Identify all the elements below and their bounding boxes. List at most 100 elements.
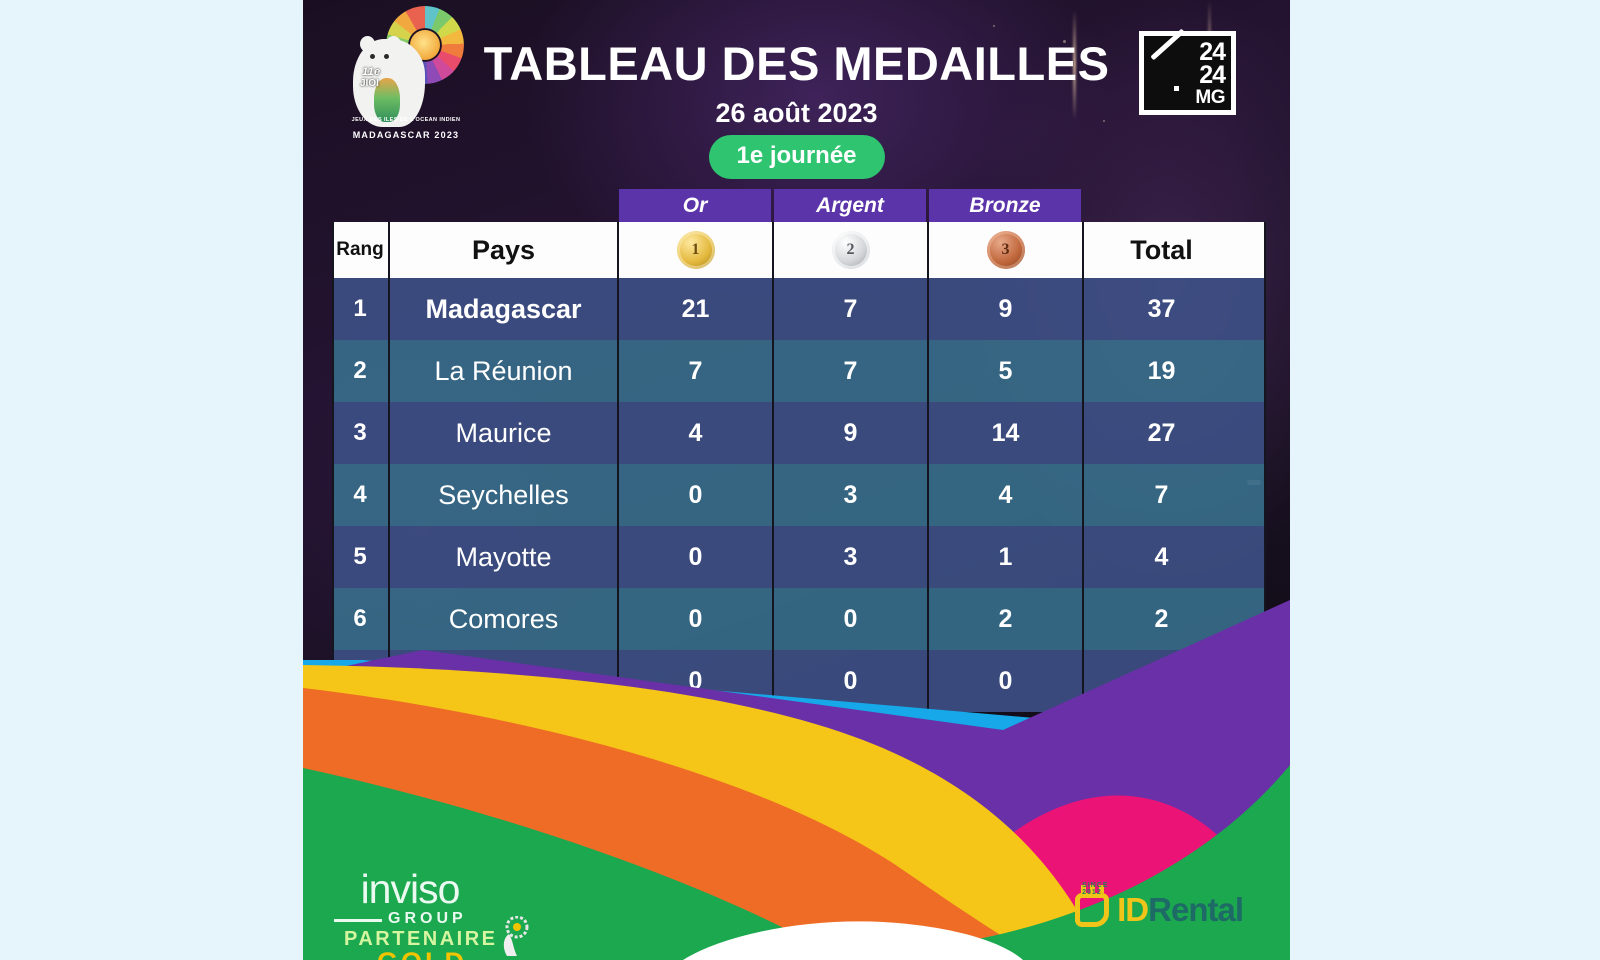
- spark-decoration: [1063, 40, 1066, 43]
- lemur-head-icon: [362, 43, 396, 71]
- cell-argent: 3: [774, 464, 929, 526]
- idrental-id-label: ID: [1117, 891, 1149, 928]
- cell-argent: 0: [774, 588, 929, 650]
- jioi-mascot-logo: 11e JIOI JEUX DES ILES DE L'OCEAN INDIEN…: [346, 4, 466, 140]
- cell-argent: 0: [774, 650, 929, 712]
- table-row: 2 La Réunion 7 7 5 19: [332, 340, 1266, 402]
- day-badge: 1e journée: [708, 135, 885, 179]
- cell-or: 0: [619, 464, 774, 526]
- idrental-logo: SINCE 2012 ID Rental: [1075, 882, 1244, 932]
- table-row: 5 Mayotte 0 3 1 4: [332, 526, 1266, 588]
- cell-pays: Comores: [390, 588, 619, 650]
- cell-pays: Seychelles: [390, 464, 619, 526]
- cell-rang: 2: [332, 340, 390, 402]
- header-pays: Pays: [390, 222, 619, 278]
- table-row: 6 Comores 0 0 2 2: [332, 588, 1266, 650]
- wave-green-foot: [303, 840, 1290, 960]
- table-left-border: [332, 222, 334, 711]
- cell-or: 0: [619, 526, 774, 588]
- 2424mg-logo: 24 24 MG: [1139, 28, 1236, 115]
- lemur-eye-icon: [370, 54, 375, 59]
- header-rang: Rang: [332, 222, 390, 278]
- cell-bronze: 14: [929, 402, 1084, 464]
- header-silver: 2: [774, 222, 929, 278]
- cap-or: Or: [619, 189, 771, 222]
- jioi-edition-label: 11e: [362, 66, 381, 78]
- cell-total: 7: [1154, 480, 1169, 509]
- wave-white-accent: [683, 921, 1023, 960]
- cell-or: 21: [619, 278, 774, 340]
- wave-green-left: [303, 768, 843, 960]
- table-right-border: [1264, 222, 1266, 711]
- date-label: 26 août 2023: [715, 98, 878, 128]
- jioi-country-year-label: MADAGASCAR 2023: [352, 130, 460, 140]
- table-row: 4 Seychelles 0 3 4 7: [332, 464, 1266, 526]
- dot-icon: [1174, 86, 1179, 91]
- cell-rang: 6: [332, 588, 390, 650]
- cap-bronze: Bronze: [929, 189, 1081, 222]
- wave-green-base: [303, 765, 1290, 960]
- header-bronze: 3: [929, 222, 1084, 278]
- table-row: 3 Maurice 4 9 14 27: [332, 402, 1266, 464]
- cell-rang: 3: [332, 402, 390, 464]
- cell-or: 7: [619, 340, 774, 402]
- cell-total: 2: [1154, 604, 1169, 633]
- idrental-bar-icon: [1099, 885, 1105, 893]
- idrental-icon: SINCE 2012: [1075, 882, 1110, 927]
- cell-bronze: 1: [929, 526, 1084, 588]
- idrental-bar-icon: [1081, 885, 1087, 893]
- lemur-belly-icon: [374, 78, 400, 122]
- cell-pays: Maurice: [390, 402, 619, 464]
- cell-bronze: 9: [929, 278, 1084, 340]
- medal-table-poster: 11e JIOI JEUX DES ILES DE L'OCEAN INDIEN…: [303, 0, 1290, 960]
- logo-line-3: MG: [1195, 87, 1225, 108]
- inviso-partner-label: PARTENAIRE: [344, 928, 498, 950]
- bronze-medal-icon: 3: [986, 231, 1025, 269]
- cell-or: 0: [619, 588, 774, 650]
- cell-total: 19: [1147, 356, 1176, 385]
- cell-total: 27: [1147, 418, 1176, 447]
- cell-rang: 4: [332, 464, 390, 526]
- spark-decoration: [1103, 120, 1105, 122]
- idrental-tagline: SINCE 2012: [1082, 882, 1109, 896]
- logo-line-2: 24: [1199, 61, 1226, 89]
- cell-bronze: 0: [929, 650, 1084, 712]
- inviso-mascot-mark-icon: [497, 915, 531, 958]
- inviso-tier-label: GOLD: [377, 947, 467, 960]
- cell-argent: 7: [774, 340, 929, 402]
- cell-argent: 3: [774, 526, 929, 588]
- cell-pays: Madagascar: [390, 278, 619, 340]
- gold-medal-icon: 1: [676, 231, 715, 269]
- idrental-bar-icon: [1090, 885, 1096, 893]
- idrental-rental-label: Rental: [1148, 891, 1244, 928]
- cell-or: 4: [619, 402, 774, 464]
- spark-decoration: [993, 25, 995, 27]
- cell-argent: 9: [774, 402, 929, 464]
- firework-streak: [1073, 10, 1076, 120]
- lemur-eye-icon: [384, 54, 389, 59]
- inviso-group-label: GROUP: [388, 910, 467, 927]
- cell-pays: La Réunion: [390, 340, 619, 402]
- table-row: 1 Madagascar 21 7 9 37: [332, 278, 1266, 340]
- table-header-row: Rang Pays 1 2 3 Total: [332, 222, 1266, 278]
- cap-argent: Argent: [774, 189, 926, 222]
- inviso-name-label: inviso: [360, 866, 461, 912]
- header-gold: 1: [619, 222, 774, 278]
- inviso-rule: [334, 919, 382, 922]
- inviso-logo: inviso GROUP PARTENAIRE GOLD: [330, 860, 545, 960]
- cell-total: 37: [1147, 294, 1176, 323]
- cell-total: 4: [1154, 542, 1169, 571]
- cell-argent: 7: [774, 278, 929, 340]
- cell-bronze: 5: [929, 340, 1084, 402]
- medal-table: Rang Pays 1 2 3 Total 1 Madagascar 21 7 9 37 2…: [332, 222, 1266, 712]
- cell-rang: 1: [332, 278, 390, 340]
- cell-bronze: 4: [929, 464, 1084, 526]
- silver-medal-icon: 2: [831, 231, 870, 269]
- page-title: TABLEAU DES MEDAILLES: [483, 37, 1110, 90]
- jioi-games-label: JIOI: [360, 78, 379, 89]
- cell-rang: 5: [332, 526, 390, 588]
- cell-pays: Mayotte: [390, 526, 619, 588]
- decorative-waves: [303, 540, 1290, 960]
- jioi-subtitle-label: JEUX DES ILES DE L'OCEAN INDIEN: [351, 117, 461, 123]
